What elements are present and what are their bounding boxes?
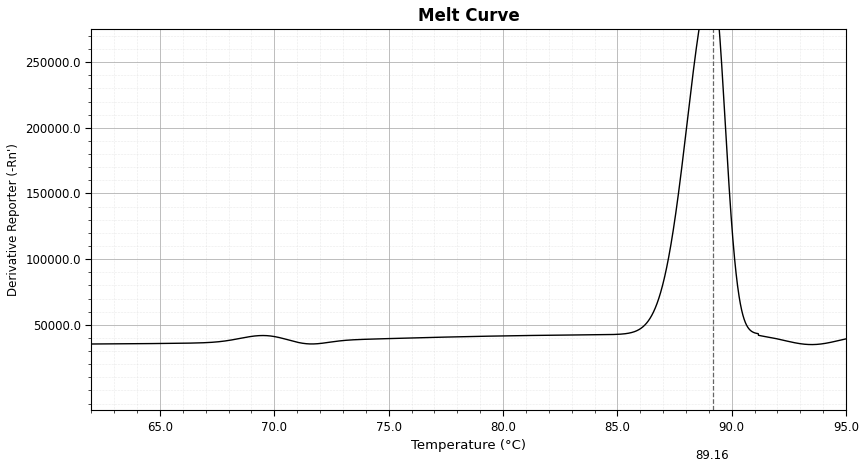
Title: Melt Curve: Melt Curve	[418, 7, 520, 25]
Text: 89.16: 89.16	[695, 449, 729, 462]
Y-axis label: Derivative Reporter (-Rn'): Derivative Reporter (-Rn')	[7, 144, 20, 296]
X-axis label: Temperature (°C): Temperature (°C)	[411, 439, 527, 452]
